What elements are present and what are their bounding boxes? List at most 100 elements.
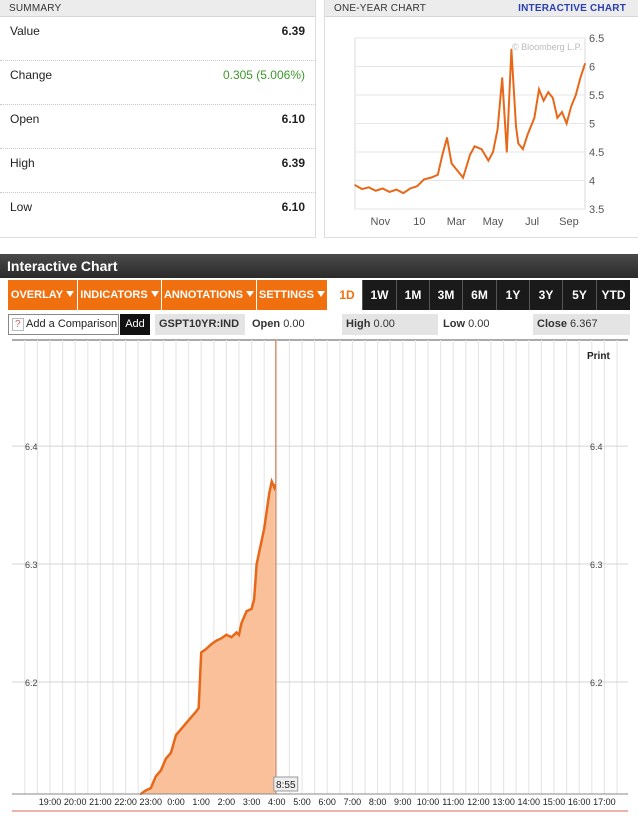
high-value: 0.00: [373, 318, 395, 330]
x-tick-label: 2:00: [218, 797, 236, 807]
x-tick-label: 6:00: [318, 797, 336, 807]
range-ytd-button[interactable]: YTD: [596, 280, 630, 310]
x-tick-label: Mar: [447, 216, 466, 228]
y-tick-label: 5: [589, 119, 595, 131]
data-point: [197, 706, 200, 709]
close-label: Close: [537, 318, 567, 330]
x-tick-label: 12:00: [467, 797, 490, 807]
data-point: [450, 162, 453, 165]
data-point: [149, 787, 152, 790]
high-label: High: [346, 318, 371, 330]
summary-label: High: [10, 156, 35, 170]
summary-value: 6.10: [281, 112, 305, 126]
ticker-label: GSPT10YR:IND: [155, 314, 245, 335]
data-point: [462, 176, 464, 179]
data-point: [533, 117, 536, 119]
overlay-menu-button[interactable]: OVERLAY: [8, 280, 78, 310]
intraday-chart[interactable]: 6.2 6.2 6.3 6.3 6.4 6.4 8:55 19:00 20:00 21:00 22:…: [0, 337, 638, 816]
x-tick-label: 1:00: [192, 797, 210, 807]
data-point: [205, 647, 208, 650]
x-tick-label: 10:00: [417, 797, 440, 807]
x-tick-label: 5:00: [293, 797, 311, 807]
menu-label: ANNOTATIONS: [163, 289, 244, 301]
summary-value: 6.10: [281, 200, 305, 214]
range-3m-button[interactable]: 3M: [429, 280, 462, 310]
data-point: [519, 145, 522, 148]
data-point: [200, 651, 203, 654]
data-point: [455, 168, 457, 170]
x-tick-label: 10: [413, 216, 425, 228]
range-6m-button[interactable]: 6M: [462, 280, 496, 310]
data-point: [430, 176, 432, 179]
x-tick-label: Jul: [525, 216, 539, 228]
summary-value: 6.39: [281, 24, 305, 38]
summary-row-value: Value 6.39: [0, 17, 316, 61]
data-point: [263, 527, 266, 530]
range-1w-button[interactable]: 1W: [362, 280, 396, 310]
caret-down-icon: [66, 291, 75, 297]
annotations-menu-button[interactable]: ANNOTATIONS: [162, 280, 257, 310]
data-point: [220, 637, 223, 640]
y-tick-label: 4: [589, 176, 595, 188]
data-point: [235, 631, 238, 634]
data-point: [579, 77, 582, 79]
x-tick-label: 9:00: [394, 797, 412, 807]
comparison-input[interactable]: ? Add a Comparison: [8, 314, 119, 335]
summary-label: Change: [10, 68, 53, 82]
data-point: [270, 480, 273, 483]
x-tick-label: May: [483, 216, 504, 228]
y-tick-label: 6.5: [589, 33, 604, 45]
data-point: [175, 734, 177, 737]
data-point: [395, 188, 398, 191]
close-stat: Close 6.367: [533, 314, 630, 335]
data-point: [575, 94, 577, 96]
range-1m-button[interactable]: 1M: [396, 280, 429, 310]
data-point: [245, 610, 248, 613]
help-icon[interactable]: ?: [12, 318, 24, 331]
y-tick-label-right: 6.3: [590, 560, 603, 570]
data-point: [526, 134, 529, 136]
print-link[interactable]: Print: [587, 351, 610, 362]
menu-label: INDICATORS: [80, 289, 148, 301]
cursor-label: 8:55: [276, 780, 296, 791]
data-point: [195, 710, 198, 713]
x-tick-label: 3:00: [243, 797, 261, 807]
comparison-row: ? Add a Comparison Add GSPT10YR:IND Open…: [0, 313, 638, 337]
add-comparison-button[interactable]: Add: [120, 314, 150, 335]
data-point: [185, 722, 188, 725]
data-point: [402, 192, 405, 194]
data-point: [496, 128, 499, 130]
summary-row-change: Change 0.305 (5.006%): [0, 61, 316, 105]
data-point: [265, 509, 268, 512]
summary-label: Value: [10, 24, 40, 38]
interactive-chart-link[interactable]: INTERACTIVE CHART: [518, 3, 626, 14]
data-point: [169, 751, 172, 754]
y-tick-label: 3.5: [589, 204, 604, 216]
x-tick-label: Sep: [559, 216, 579, 228]
range-3y-button[interactable]: 3Y: [529, 280, 562, 310]
data-point: [584, 62, 586, 65]
caret-down-icon: [317, 291, 325, 297]
data-point: [388, 191, 391, 193]
data-point: [354, 184, 356, 186]
data-point: [556, 117, 559, 119]
data-point: [215, 639, 218, 642]
settings-menu-button[interactable]: SETTINGS: [257, 280, 328, 310]
data-point: [258, 551, 261, 554]
y-tick-label: 5.5: [589, 90, 604, 102]
data-point: [273, 486, 276, 489]
open-value: 0.00: [283, 318, 305, 330]
data-point: [561, 111, 563, 113]
summary-row-low: Low 6.10: [0, 193, 316, 237]
y-tick-label: 4.5: [589, 147, 604, 159]
data-point: [423, 178, 425, 181]
data-point: [409, 187, 411, 190]
range-5y-button[interactable]: 5Y: [562, 280, 596, 310]
range-1y-button[interactable]: 1Y: [496, 280, 529, 310]
summary-row-open: Open 6.10: [0, 105, 316, 149]
x-tick-label: 16:00: [568, 797, 591, 807]
indicators-menu-button[interactable]: INDICATORS: [78, 280, 162, 310]
data-point: [473, 145, 476, 148]
low-value: 0.00: [468, 318, 490, 330]
range-1d-button[interactable]: 1D: [332, 280, 362, 310]
